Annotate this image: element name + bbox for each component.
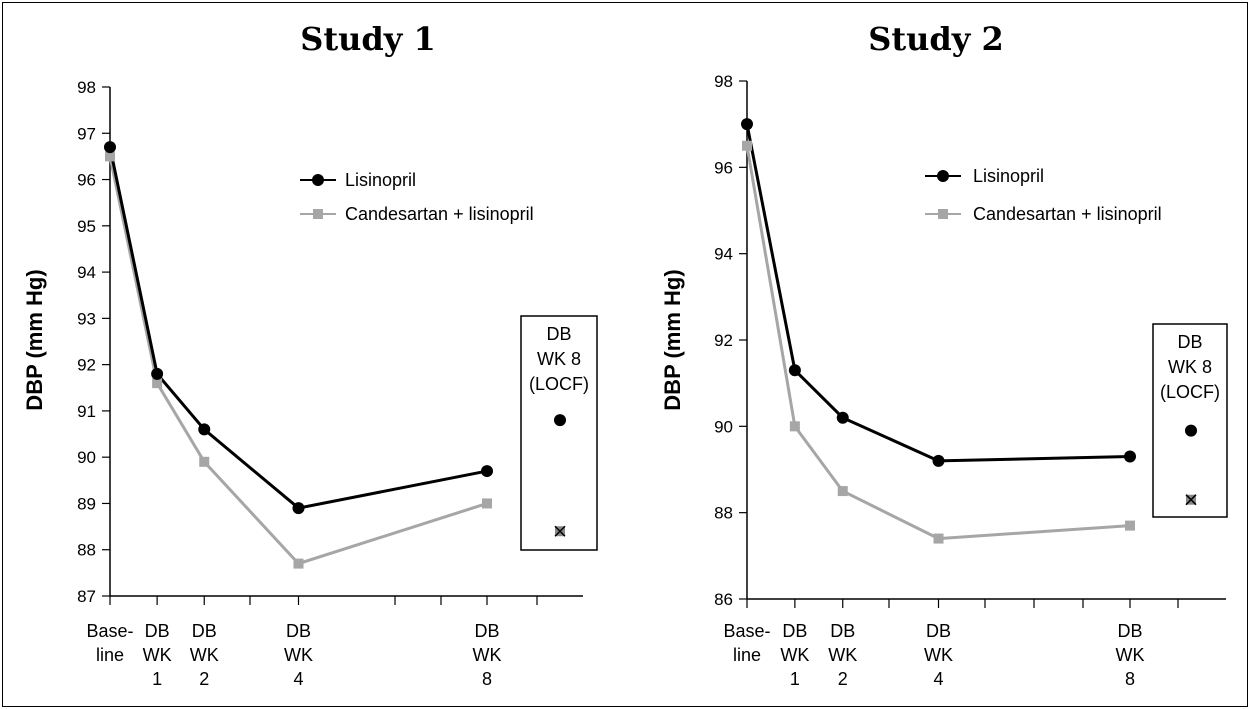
x-tick-label: line [733, 645, 761, 665]
y-tick-label: 92 [77, 356, 96, 375]
locf-box [520, 315, 598, 551]
x-tick-label: WK [780, 645, 809, 665]
x-tick-label: 8 [1125, 669, 1135, 689]
y-tick-label: 98 [77, 78, 96, 97]
x-tick-label: 4 [293, 669, 303, 689]
legend-label-candesartan-lisinopril: Candesartan + lisinopril [345, 204, 534, 224]
legend-label-lisinopril: Lisinopril [973, 166, 1044, 186]
x-tick-label: line [96, 645, 124, 665]
y-tick-label: 88 [714, 504, 733, 523]
data-point-candesartan-lisinopril [152, 378, 163, 389]
locf-box [1152, 323, 1228, 518]
y-tick-label: 90 [714, 417, 733, 436]
data-point-candesartan-lisinopril [837, 486, 848, 497]
data-point-candesartan-lisinopril [199, 456, 210, 467]
data-point-candesartan-lisinopril [293, 558, 304, 569]
data-point-lisinopril [932, 454, 945, 467]
x-tick-label: Base- [86, 621, 133, 641]
data-point-lisinopril [741, 118, 753, 131]
y-tick-label: 96 [77, 171, 96, 190]
x-tick-label: 8 [482, 669, 492, 689]
legend-label-lisinopril: Lisinopril [345, 170, 416, 190]
x-tick-label: 1 [152, 669, 162, 689]
chart-title: Study 2 [868, 20, 1004, 58]
x-tick-label: 2 [199, 669, 209, 689]
data-point-lisinopril [788, 364, 801, 377]
x-tick-label: DB [145, 621, 170, 641]
y-tick-label: 88 [77, 541, 96, 560]
y-axis-label: DBP (mm Hg) [22, 269, 47, 410]
data-point-lisinopril [481, 465, 493, 478]
data-point-lisinopril [198, 423, 211, 436]
locf-box-label: (LOCF) [1160, 382, 1220, 402]
chart-panel-1: Study 1 87 88 89 90 91 92 93 94 95 96 97 98 DBP (mm H… [22, 20, 598, 689]
y-tick-label: 98 [714, 72, 733, 91]
locf-box-label: DB [1177, 332, 1202, 352]
locf-box-label: DB [546, 324, 571, 344]
legend-marker-lisinopril [312, 174, 324, 186]
data-point-candesartan-lisinopril [482, 498, 492, 509]
locf-point-lisinopril [1185, 424, 1197, 437]
series-line-lisinopril [108, 146, 488, 510]
x-tick-label: WK [1116, 645, 1145, 665]
locf-point-cross [1185, 494, 1197, 506]
x-tick-label: DB [926, 621, 951, 641]
x-tick-label: DB [782, 621, 807, 641]
locf-box-label: WK 8 [537, 349, 581, 369]
y-tick-label: 94 [77, 263, 96, 282]
y-tick-label: 94 [714, 245, 733, 264]
locf-box-label: (LOCF) [529, 374, 589, 394]
y-tick-label: 90 [77, 448, 96, 467]
locf-point-lisinopril [554, 414, 566, 427]
data-point-candesartan-lisinopril [789, 421, 800, 432]
data-point-lisinopril [151, 367, 164, 380]
data-point-lisinopril [292, 502, 305, 515]
y-tick-label: 91 [77, 402, 96, 421]
data-point-candesartan-lisinopril [1125, 520, 1135, 531]
x-tick-label: 4 [933, 669, 943, 689]
legend-label-candesartan-lisinopril: Candesartan + lisinopril [973, 204, 1162, 224]
x-tick-label: WK [190, 645, 219, 665]
y-tick-label: 96 [714, 158, 733, 177]
data-point-candesartan-lisinopril [742, 140, 752, 151]
legend-marker-lisinopril [937, 170, 949, 182]
x-tick-label: Base- [723, 621, 770, 641]
y-axis-label: DBP (mm Hg) [660, 269, 685, 410]
data-point-lisinopril [836, 411, 849, 424]
data-point-lisinopril [1124, 450, 1136, 463]
y-tick-label: 89 [77, 494, 96, 513]
data-point-candesartan-lisinopril [933, 533, 944, 544]
x-tick-label: 1 [790, 669, 800, 689]
x-tick-label: WK [284, 645, 313, 665]
x-tick-label: DB [286, 621, 311, 641]
y-tick-label: 92 [714, 331, 733, 350]
y-tick-label: 86 [714, 590, 733, 609]
y-tick-label: 93 [77, 309, 96, 328]
locf-point-cross [554, 525, 566, 537]
legend-marker-candesartan-lisinopril [938, 209, 948, 219]
y-tick-label: 87 [77, 587, 96, 606]
data-point-lisinopril [104, 141, 116, 154]
x-tick-label: WK [924, 645, 953, 665]
x-tick-label: DB [1117, 621, 1142, 641]
data-point-candesartan-lisinopril [105, 151, 115, 162]
legend-marker-candesartan-lisinopril [313, 209, 323, 219]
x-tick-label: DB [474, 621, 499, 641]
x-tick-label: DB [830, 621, 855, 641]
locf-box-label: WK 8 [1168, 357, 1212, 377]
y-tick-label: 97 [77, 124, 96, 143]
x-tick-label: WK [473, 645, 502, 665]
x-tick-label: WK [828, 645, 857, 665]
chart-panel-2: Study 2 86 88 90 92 94 96 98 DBP (mm Hg) Base-lin… [660, 20, 1228, 689]
x-tick-label: WK [143, 645, 172, 665]
x-tick-label: DB [192, 621, 217, 641]
y-tick-label: 95 [77, 217, 96, 236]
chart-title: Study 1 [300, 20, 436, 58]
x-tick-label: 2 [838, 669, 848, 689]
